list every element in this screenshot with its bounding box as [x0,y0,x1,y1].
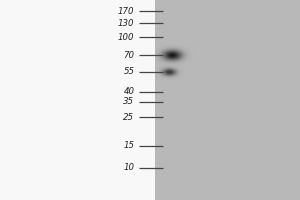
Text: 25: 25 [123,112,134,121]
Text: 15: 15 [123,142,134,150]
Text: 100: 100 [118,32,134,42]
Text: 55: 55 [123,68,134,76]
Text: 10: 10 [123,163,134,172]
Text: 170: 170 [118,6,134,16]
Text: 70: 70 [123,50,134,60]
Text: 40: 40 [123,88,134,97]
Text: 35: 35 [123,98,134,106]
Text: 130: 130 [118,19,134,27]
